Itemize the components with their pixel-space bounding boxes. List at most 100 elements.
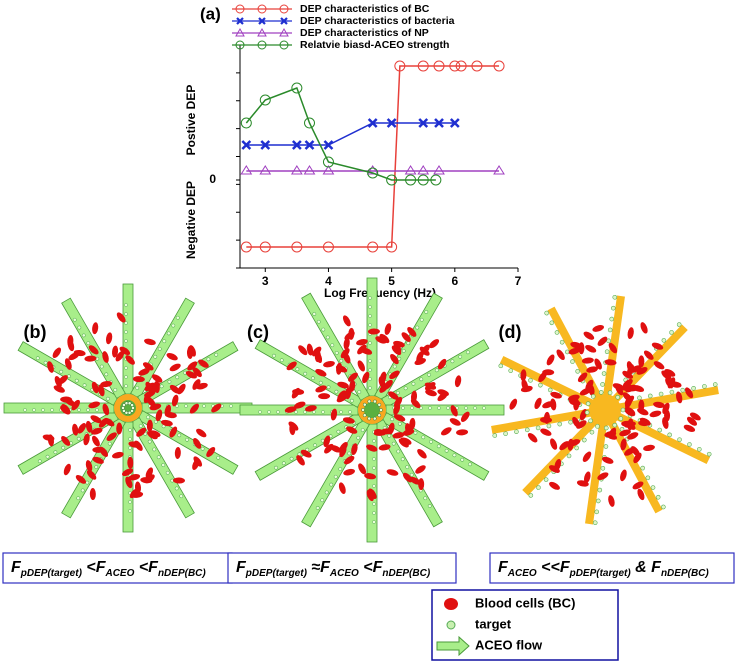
point — [433, 60, 445, 72]
target-dot — [124, 339, 128, 343]
blood-cell — [77, 423, 86, 434]
blood-cell — [296, 455, 305, 466]
blood-cell — [393, 340, 405, 348]
target-dot — [373, 399, 377, 404]
blood-cell — [90, 415, 102, 424]
blood-cell — [151, 374, 163, 383]
target-dot — [334, 351, 339, 355]
target-dot — [419, 317, 424, 322]
target-dot — [185, 437, 189, 442]
legend-label: Relatvie biasd-ACEO strength — [300, 39, 449, 51]
blood-cell — [164, 412, 177, 419]
caption-box — [2, 552, 233, 584]
target-dot — [124, 303, 128, 307]
target-dot — [279, 358, 284, 363]
blood-cell — [211, 403, 222, 413]
target-dot — [437, 406, 441, 410]
target-dot — [312, 312, 317, 316]
target-dot — [604, 349, 610, 355]
target-dot — [274, 465, 278, 470]
target-dot — [303, 410, 307, 414]
x-tick-label: 3 — [262, 274, 269, 288]
blood-cell — [304, 405, 317, 412]
point — [367, 241, 379, 253]
target-dot — [600, 382, 605, 387]
target-dot — [214, 352, 219, 357]
target-dot — [424, 310, 429, 314]
blood-cell — [314, 350, 321, 363]
target-dot — [464, 406, 468, 410]
flow-spoke — [547, 306, 609, 412]
caption-text: <F — [359, 559, 384, 576]
target-dot — [127, 401, 132, 406]
blood-cell — [540, 416, 552, 423]
target-dot — [367, 416, 372, 421]
blood-cell — [92, 456, 104, 464]
blood-cell — [357, 360, 365, 372]
blood-cell — [367, 328, 380, 335]
point — [259, 241, 271, 253]
target-dot — [543, 477, 549, 482]
blood-cell — [401, 332, 411, 342]
blood-cell — [638, 355, 645, 368]
caption-text: <F — [134, 559, 159, 576]
blood-cell — [198, 359, 209, 368]
blood-cell — [683, 424, 696, 432]
target-dot — [603, 444, 609, 449]
blood-cell — [638, 420, 651, 427]
blood-cell — [592, 325, 604, 332]
blood-cell — [144, 474, 155, 484]
blood-cell — [570, 341, 582, 349]
target-dot — [528, 493, 534, 498]
target-dot — [321, 327, 326, 332]
caption-text: F — [498, 559, 509, 576]
caption: FpDEP(target) <FACEO <FnDEP(BC) — [11, 559, 206, 578]
target-dot — [396, 449, 401, 454]
target-dot — [387, 433, 392, 438]
target-dot — [128, 500, 132, 504]
target-dot — [267, 410, 271, 414]
blood-cell — [416, 351, 424, 363]
target-dot — [175, 315, 180, 320]
target-dot — [409, 472, 414, 477]
blood-cell — [83, 433, 90, 446]
blood-cell — [597, 472, 609, 480]
caption: FpDEP(target) ≈FACEO <FnDEP(BC) — [236, 559, 431, 578]
target-dot — [549, 320, 555, 326]
blood-cell — [185, 371, 197, 379]
blood-cell — [407, 327, 417, 337]
target-dot — [482, 406, 486, 410]
point — [259, 94, 271, 106]
blood-cell — [621, 384, 634, 391]
blood-cell — [306, 343, 314, 356]
target-dot — [514, 429, 519, 435]
target-dot — [595, 498, 601, 504]
blood-cell — [594, 358, 602, 370]
point — [304, 117, 315, 129]
point — [366, 165, 379, 175]
x-axis-label: Log Frequency (Hz) — [324, 286, 436, 300]
target-dot — [200, 446, 205, 451]
target-dot — [415, 325, 420, 330]
target-dot — [597, 487, 603, 493]
target-dot — [395, 390, 400, 395]
legend-label: DEP characteristics of BC — [300, 3, 430, 15]
blood-cell — [509, 398, 518, 410]
point — [291, 140, 302, 150]
target-dot — [446, 406, 450, 410]
target-dot — [113, 388, 118, 392]
series-line — [246, 122, 455, 146]
x-tick-label: 4 — [325, 274, 332, 288]
target-dot — [106, 396, 110, 401]
blood-cell — [343, 337, 350, 350]
target-dot — [368, 386, 372, 390]
target-dot — [206, 357, 211, 362]
target-dot — [179, 494, 184, 499]
blood-cell — [392, 432, 405, 439]
blood-cell — [169, 363, 181, 372]
blood-cell — [351, 443, 358, 455]
target-dot — [159, 384, 164, 389]
target-dot — [661, 504, 666, 510]
blood-cell — [358, 463, 367, 475]
target-dot — [350, 398, 354, 403]
